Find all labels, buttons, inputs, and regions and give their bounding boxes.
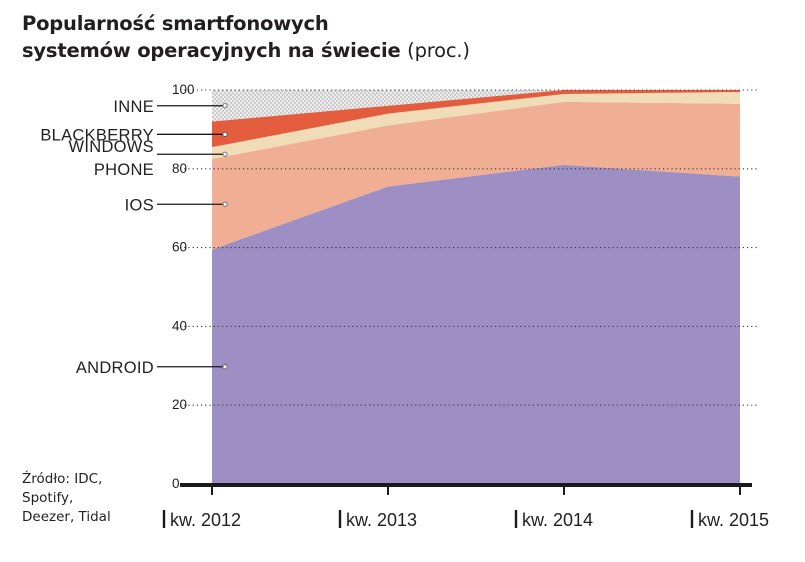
source-line-2: Spotify, — [22, 490, 74, 506]
area-blackberry — [212, 90, 740, 148]
area-ios — [212, 101, 740, 250]
area-windows-phone — [212, 91, 740, 159]
series-label-inne: INNE — [113, 98, 154, 116]
leader-dot-android — [222, 364, 228, 370]
leader-dot-blackberry — [222, 131, 228, 137]
area-inne — [212, 90, 740, 122]
series-label-ios: IOS — [125, 196, 154, 214]
source-note: Źródło: IDC, Spotify, Deezer, Tidal — [22, 470, 111, 527]
leader-dot-inne — [222, 103, 228, 109]
title-unit: (proc.) — [407, 39, 470, 62]
y-tick-label: 0 — [172, 476, 180, 491]
y-tick-label: 80 — [172, 161, 187, 176]
title-line-2-text: systemów operacyjnych na świecie — [22, 39, 401, 62]
leader-dot-windows-phone — [222, 151, 228, 157]
leader-dot-ios — [222, 201, 228, 207]
area-android — [212, 164, 740, 485]
x-tick-label: kw. 2014 — [522, 510, 593, 530]
chart-title: Popularność smartfonowych systemów opera… — [22, 10, 470, 64]
x-tick-label: kw. 2015 — [698, 510, 769, 530]
y-tick-label: 20 — [172, 397, 187, 412]
y-tick-label: 60 — [172, 240, 187, 255]
series-label-android: ANDROID — [76, 359, 154, 377]
series-label-blackberry: BLACKBERRY — [40, 126, 154, 144]
x-tick-label: kw. 2012 — [170, 510, 241, 530]
x-tick-label: kw. 2013 — [346, 510, 417, 530]
source-line-3: Deezer, Tidal — [22, 509, 111, 525]
title-line-2: systemów operacyjnych na świecie (proc.) — [22, 37, 470, 64]
series-label-windows-phone: PHONE — [94, 161, 154, 179]
title-line-1: Popularność smartfonowych — [22, 12, 329, 35]
series-label-windows-phone: WINDOWS — [68, 138, 154, 156]
source-line-1: Źródło: IDC, — [22, 471, 103, 487]
y-tick-label: 40 — [172, 318, 187, 333]
y-tick-label: 100 — [172, 82, 195, 97]
